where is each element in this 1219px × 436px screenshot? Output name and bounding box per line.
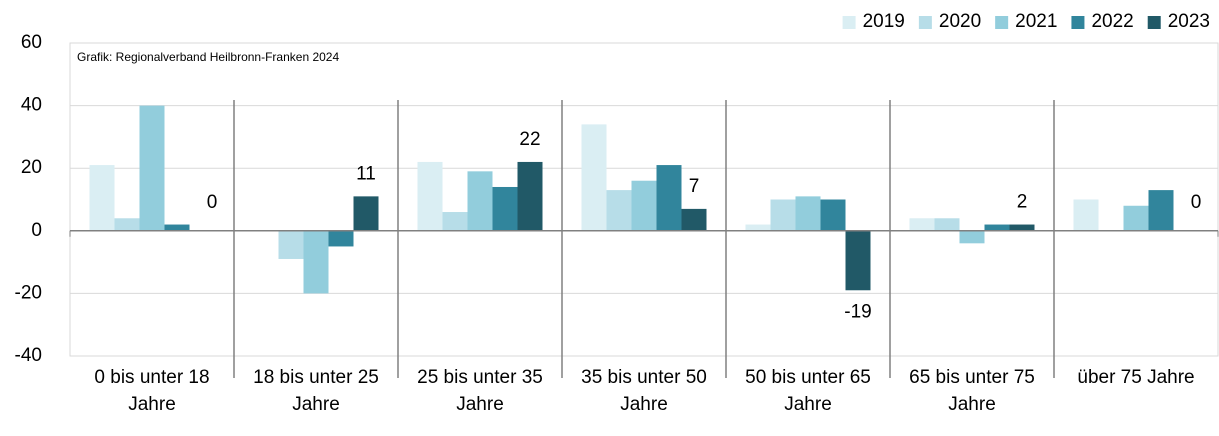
y-tick-label: 40 bbox=[21, 95, 42, 116]
legend-label: 2020 bbox=[939, 11, 981, 32]
bar bbox=[845, 230, 871, 291]
bar bbox=[139, 105, 165, 231]
legend-label: 2023 bbox=[1168, 11, 1210, 32]
bar bbox=[606, 190, 632, 231]
bar bbox=[89, 165, 115, 231]
bar bbox=[328, 230, 354, 247]
legend-swatch bbox=[1071, 16, 1085, 29]
legend-label: 2022 bbox=[1091, 11, 1133, 32]
bar bbox=[681, 208, 707, 231]
bar bbox=[164, 224, 190, 231]
bar bbox=[417, 161, 443, 231]
bar bbox=[353, 196, 379, 231]
data-label: 11 bbox=[356, 163, 376, 184]
bar bbox=[959, 230, 985, 244]
x-tick-label: 50 bis unter 65 Jahre bbox=[745, 367, 871, 415]
bar bbox=[1148, 190, 1174, 231]
data-label: -19 bbox=[844, 301, 871, 322]
y-tick-label: 60 bbox=[21, 32, 42, 53]
x-tick-label: 0 bis unter 18 Jahre bbox=[94, 367, 210, 415]
bar bbox=[745, 224, 771, 231]
data-label: 0 bbox=[207, 192, 218, 213]
y-tick-label: -20 bbox=[15, 282, 42, 303]
data-label: 22 bbox=[519, 129, 540, 150]
bar bbox=[303, 230, 329, 294]
x-tick-label: über 75 Jahre bbox=[1077, 367, 1195, 388]
bar bbox=[795, 196, 821, 231]
bar bbox=[442, 212, 468, 231]
bar bbox=[581, 124, 607, 231]
bar bbox=[114, 218, 140, 231]
bar bbox=[1009, 224, 1035, 231]
legend-label: 2021 bbox=[1015, 11, 1057, 32]
x-tick-label: 18 bis unter 25 Jahre bbox=[253, 367, 379, 415]
bar bbox=[770, 199, 796, 231]
bar bbox=[909, 218, 935, 231]
annotation: Grafik: Regionalverband Heilbronn-Franke… bbox=[77, 50, 339, 64]
legend-swatch bbox=[918, 16, 932, 29]
data-label: 7 bbox=[689, 176, 700, 197]
bar bbox=[984, 224, 1010, 231]
y-tick-label: 0 bbox=[31, 220, 42, 241]
data-label: 0 bbox=[1191, 192, 1202, 213]
x-tick-label: 65 bis unter 75 Jahre bbox=[909, 367, 1035, 415]
bar bbox=[1073, 199, 1099, 231]
bar bbox=[934, 218, 960, 231]
x-tick-label: 25 bis unter 35 Jahre bbox=[417, 367, 543, 415]
bar bbox=[278, 230, 304, 259]
bar bbox=[467, 171, 493, 231]
bar bbox=[656, 165, 682, 231]
data-label: 2 bbox=[1017, 192, 1028, 213]
y-tick-label: 20 bbox=[21, 157, 42, 178]
bar bbox=[517, 161, 543, 231]
x-tick-label: 35 bis unter 50 Jahre bbox=[581, 367, 707, 415]
bar bbox=[1123, 205, 1149, 231]
legend-swatch bbox=[995, 16, 1009, 29]
bar bbox=[820, 199, 846, 231]
bar bbox=[492, 186, 518, 231]
legend-label: 2019 bbox=[863, 11, 905, 32]
legend-swatch bbox=[1147, 16, 1161, 29]
y-tick-label: -40 bbox=[15, 345, 42, 366]
bar bbox=[631, 180, 657, 231]
plot-frame bbox=[69, 42, 1219, 357]
legend-swatch bbox=[842, 16, 856, 29]
